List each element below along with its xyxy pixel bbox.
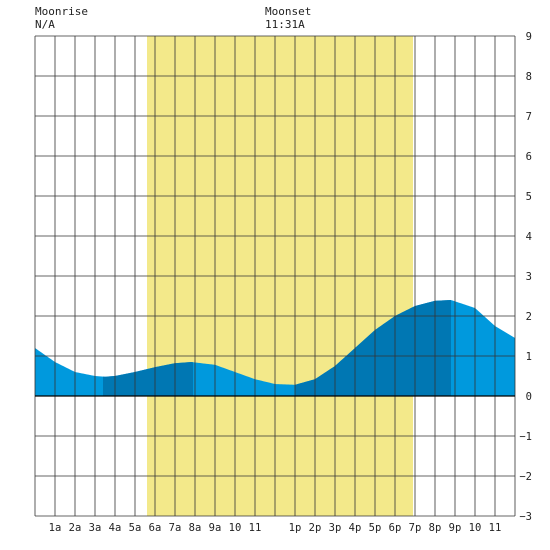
moonset-label: Moonset (265, 5, 312, 18)
x-tick-label: 7a (169, 522, 182, 534)
x-tick-label: 7p (409, 522, 422, 534)
y-tick-label: 3 (526, 271, 532, 283)
x-tick-label: 9a (209, 522, 222, 534)
x-tick-label: 11 (249, 522, 262, 534)
x-tick-label: 3p (329, 522, 342, 534)
y-tick-label: −1 (519, 431, 532, 443)
y-tick-label: −3 (519, 511, 532, 523)
x-tick-label: 8p (429, 522, 442, 534)
moonrise-value: N/A (35, 18, 55, 31)
x-tick-label: 4p (349, 522, 362, 534)
y-tick-label: 4 (526, 231, 532, 243)
x-tick-label: 3a (89, 522, 102, 534)
y-tick-label: 9 (526, 31, 532, 43)
x-tick-label: 2a (69, 522, 82, 534)
x-tick-label: 5p (369, 522, 382, 534)
x-tick-label: 1a (49, 522, 62, 534)
x-tick-label: 6p (389, 522, 402, 534)
x-tick-label: 4a (109, 522, 122, 534)
y-tick-label: 6 (526, 151, 532, 163)
y-tick-label: 5 (526, 191, 532, 203)
x-tick-label: 6a (149, 522, 162, 534)
y-tick-label: −2 (519, 471, 532, 483)
moonset-value: 11:31A (265, 18, 305, 31)
y-tick-label: 7 (526, 111, 532, 123)
y-tick-label: 8 (526, 71, 532, 83)
moonrise-label: Moonrise (35, 5, 88, 18)
x-tick-label: 10 (229, 522, 242, 534)
x-tick-label: 2p (309, 522, 322, 534)
tide-area-dark-1 (103, 362, 193, 396)
y-tick-label: 2 (526, 311, 532, 323)
x-tick-label: 1p (289, 522, 302, 534)
y-tick-label: 1 (526, 351, 532, 363)
tide-area-dark-2 (295, 300, 451, 396)
x-tick-label: 5a (129, 522, 142, 534)
x-tick-label: 8a (189, 522, 202, 534)
x-tick-label: 9p (449, 522, 462, 534)
x-tick-label: 10 (469, 522, 482, 534)
y-tick-label: 0 (526, 391, 532, 403)
x-tick-label: 11 (489, 522, 502, 534)
